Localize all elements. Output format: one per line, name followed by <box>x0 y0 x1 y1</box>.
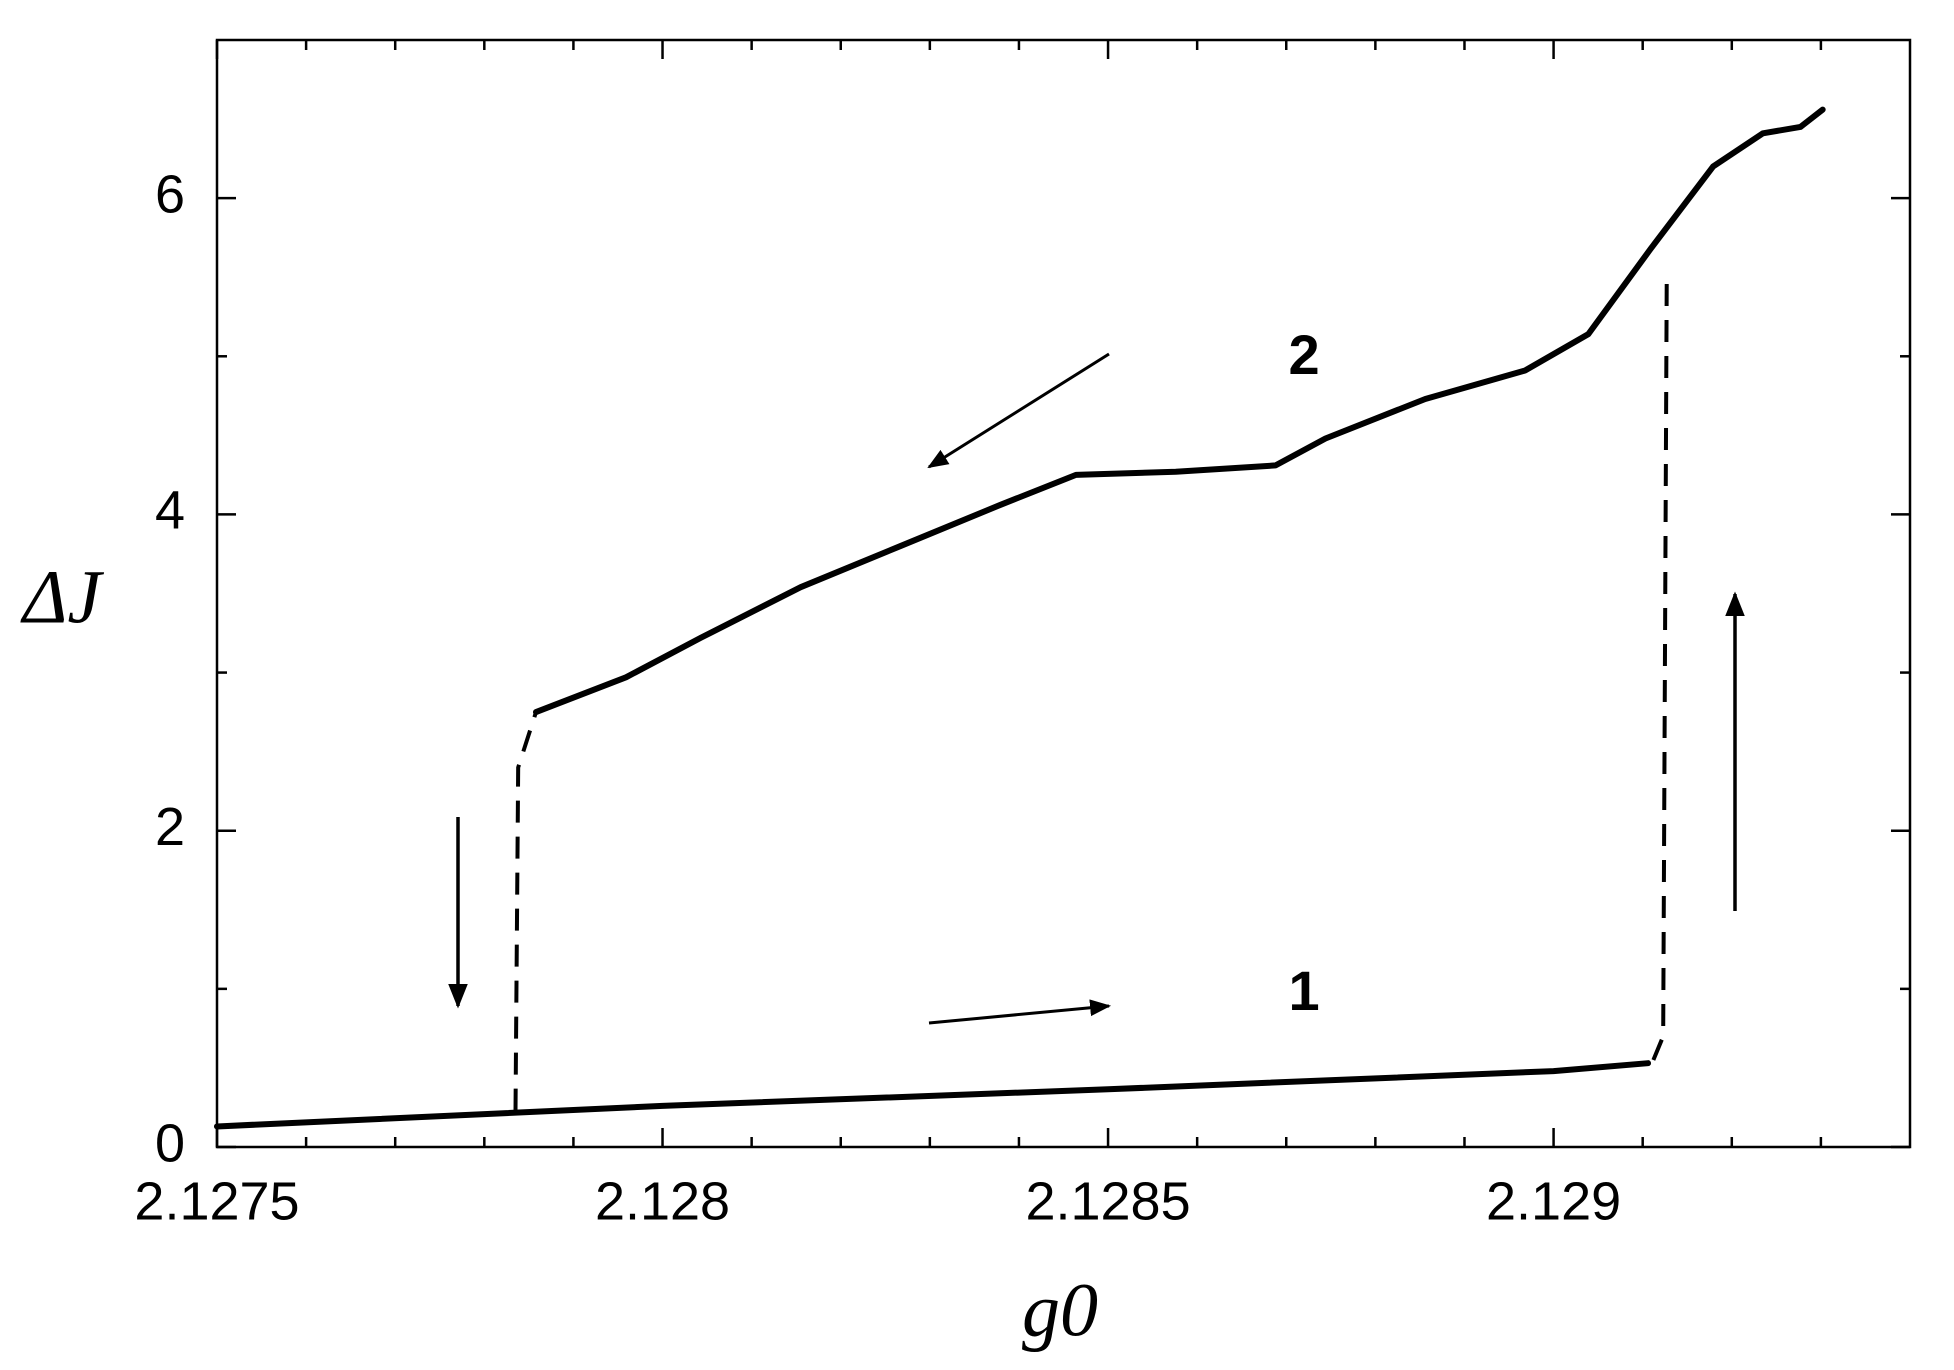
y-tick-label: 4 <box>155 481 185 541</box>
y-tick-label: 0 <box>155 1113 185 1173</box>
x-tick-label: 2.128 <box>595 1171 730 1231</box>
x-tick-label: 2.129 <box>1486 1171 1621 1231</box>
annotation: 2 <box>1289 323 1320 386</box>
dashed-line <box>1651 277 1669 1061</box>
arrow <box>928 999 1112 1025</box>
plot-frame <box>215 38 1912 1149</box>
arrow <box>927 352 1110 469</box>
annotation: 1 <box>1289 959 1320 1022</box>
x-tick-label: 2.1285 <box>1025 1171 1190 1231</box>
y-tick-label: 6 <box>155 164 185 224</box>
line <box>214 1060 1652 1130</box>
y-tick-label: 2 <box>155 797 185 857</box>
line <box>532 106 1826 716</box>
x-tick-label: 2.1275 <box>134 1171 299 1231</box>
dashed-line <box>513 711 538 1111</box>
y-axis-label: ΔJ <box>20 555 105 639</box>
x-axis-label: g0 <box>1022 1268 1098 1352</box>
